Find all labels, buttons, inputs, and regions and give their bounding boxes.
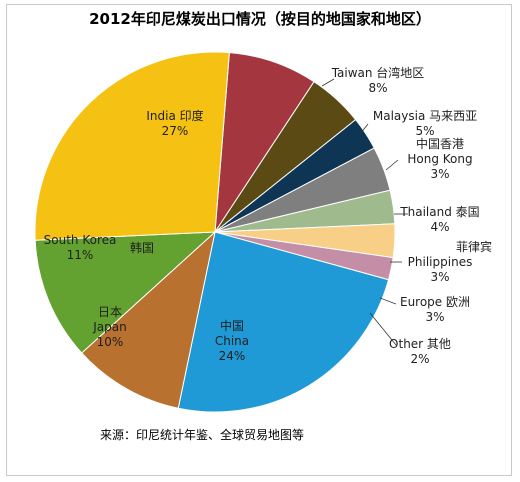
data-label-south-korea-1: 11% [67, 248, 94, 262]
data-label-other-1: 2% [410, 352, 429, 366]
pie-slice-india [34, 51, 230, 241]
pie-slice-taiwan [214, 52, 315, 233]
data-label-south-korea-0: South Korea [44, 233, 117, 247]
data-label-japan-2: 10% [97, 335, 124, 349]
data-label-hong-kong-1: Hong Kong [407, 152, 472, 166]
data-label-malaysia-1: 5% [415, 124, 434, 138]
data-label-europe-0: Europe 欧洲 [400, 295, 470, 309]
data-label-china-0: 中国 [220, 318, 244, 333]
leader-line-taiwan [321, 78, 335, 87]
data-label-philippines-1: Philippines [408, 255, 473, 269]
leader-line-hong-kong [385, 159, 399, 171]
data-label-philippines-2: 3% [430, 270, 449, 284]
data-label-other-0: Other 其他 [389, 337, 451, 351]
data-label-india-0: India 印度 [146, 108, 203, 123]
leader-line-europe [379, 297, 397, 305]
pie-slice-japan [80, 230, 216, 409]
data-label-japan-1: Japan [92, 320, 126, 334]
data-label-japan-0: 日本 [98, 305, 122, 319]
data-label-taiwan-0: Taiwan 台湾地区 [331, 65, 425, 80]
leader-line-other [369, 312, 397, 346]
data-label-india-1: 27% [162, 124, 189, 138]
data-label-hong-kong-2: 3% [430, 167, 449, 181]
data-label-malaysia-0: Malaysia 马来西亚 [373, 109, 477, 123]
data-label-china-2: 24% [219, 349, 246, 363]
data-label-taiwan-1: 8% [368, 81, 387, 95]
chart-title: 2012年印尼煤炭出口情况（按目的地国家和地区） [89, 10, 431, 28]
data-label-south-korea-cn: 韩国 [130, 240, 154, 255]
data-label-thailand-0: Thailand 泰国 [399, 205, 479, 219]
data-label-china-1: China [215, 334, 249, 348]
pie-slice-china [177, 231, 390, 413]
data-label-hong-kong-0: 中国香港 [416, 136, 464, 151]
chart-source: 来源：印尼统计年鉴、全球贸易地图等 [100, 428, 305, 442]
data-label-philippines-0: 菲律宾 [456, 239, 492, 254]
leader-line-malaysia [359, 123, 369, 135]
pie-slice-south-korea [34, 231, 217, 354]
data-label-europe-1: 3% [425, 310, 444, 324]
data-label-thailand-1: 4% [430, 220, 449, 234]
